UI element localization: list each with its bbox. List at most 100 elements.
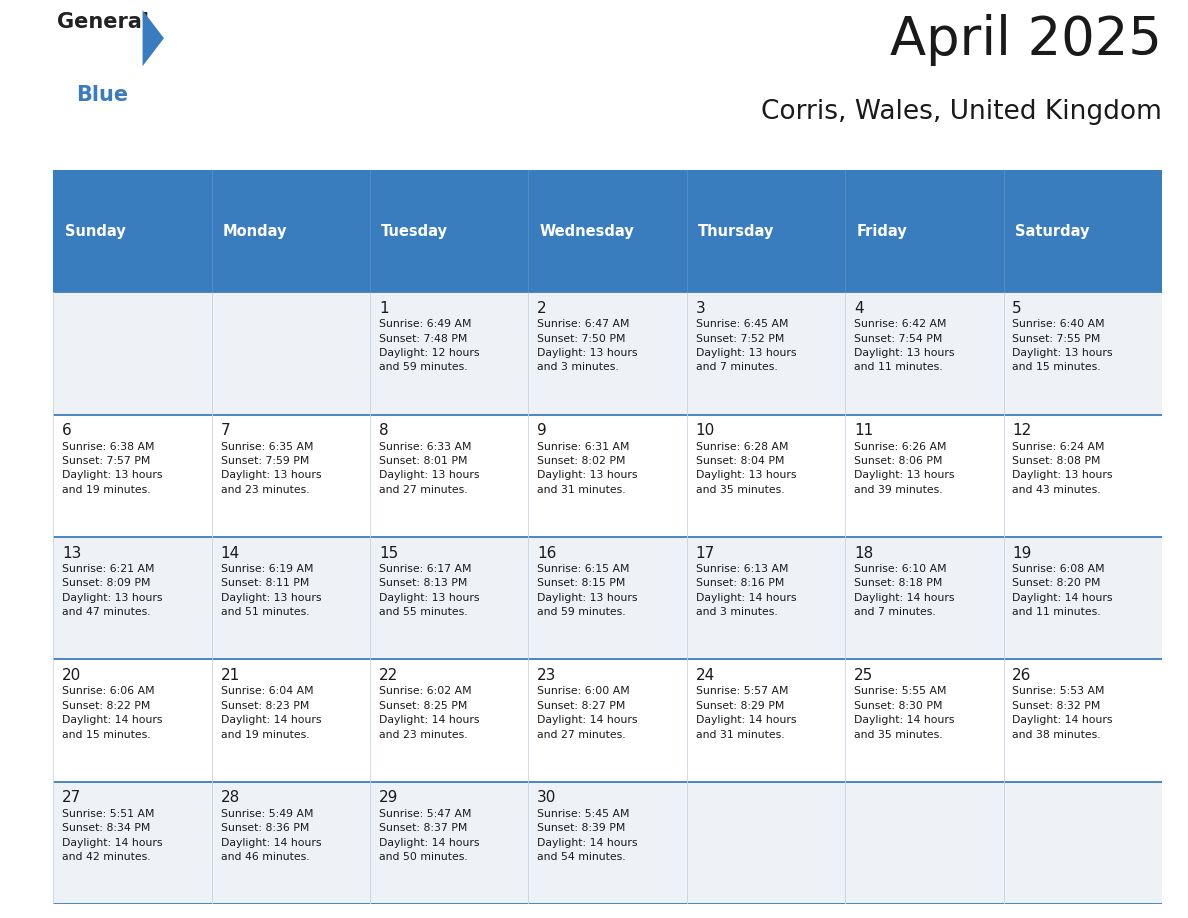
Text: 24: 24 — [695, 668, 715, 683]
Bar — [529, 537, 687, 659]
Bar — [371, 537, 529, 659]
Bar — [211, 782, 371, 904]
Bar — [529, 659, 687, 782]
Text: Corris, Wales, United Kingdom: Corris, Wales, United Kingdom — [762, 98, 1162, 125]
Bar — [53, 659, 211, 782]
Text: 8: 8 — [379, 423, 388, 438]
Bar — [371, 415, 529, 537]
Text: Wednesday: Wednesday — [539, 223, 634, 239]
Bar — [845, 415, 1004, 537]
Bar — [53, 415, 211, 537]
Text: Sunrise: 6:19 AM
Sunset: 8:11 PM
Daylight: 13 hours
and 51 minutes.: Sunrise: 6:19 AM Sunset: 8:11 PM Dayligh… — [221, 564, 321, 617]
Text: Sunrise: 6:10 AM
Sunset: 8:18 PM
Daylight: 14 hours
and 7 minutes.: Sunrise: 6:10 AM Sunset: 8:18 PM Dayligh… — [854, 564, 954, 617]
Text: 17: 17 — [695, 545, 715, 561]
Text: Sunrise: 6:00 AM
Sunset: 8:27 PM
Daylight: 14 hours
and 27 minutes.: Sunrise: 6:00 AM Sunset: 8:27 PM Dayligh… — [537, 687, 638, 740]
Text: Sunrise: 6:28 AM
Sunset: 8:04 PM
Daylight: 13 hours
and 35 minutes.: Sunrise: 6:28 AM Sunset: 8:04 PM Dayligh… — [695, 442, 796, 495]
Text: 29: 29 — [379, 790, 398, 805]
Text: Sunrise: 6:26 AM
Sunset: 8:06 PM
Daylight: 13 hours
and 39 minutes.: Sunrise: 6:26 AM Sunset: 8:06 PM Dayligh… — [854, 442, 954, 495]
Bar — [845, 170, 1004, 292]
Bar — [687, 537, 845, 659]
Text: 28: 28 — [221, 790, 240, 805]
Text: Sunrise: 5:55 AM
Sunset: 8:30 PM
Daylight: 14 hours
and 35 minutes.: Sunrise: 5:55 AM Sunset: 8:30 PM Dayligh… — [854, 687, 954, 740]
Text: Thursday: Thursday — [697, 223, 775, 239]
Bar — [687, 659, 845, 782]
Text: Sunrise: 6:38 AM
Sunset: 7:57 PM
Daylight: 13 hours
and 19 minutes.: Sunrise: 6:38 AM Sunset: 7:57 PM Dayligh… — [62, 442, 163, 495]
Bar — [211, 537, 371, 659]
Bar — [53, 170, 211, 292]
Bar — [53, 537, 211, 659]
Text: Sunrise: 6:45 AM
Sunset: 7:52 PM
Daylight: 13 hours
and 7 minutes.: Sunrise: 6:45 AM Sunset: 7:52 PM Dayligh… — [695, 319, 796, 373]
Text: Sunrise: 5:45 AM
Sunset: 8:39 PM
Daylight: 14 hours
and 54 minutes.: Sunrise: 5:45 AM Sunset: 8:39 PM Dayligh… — [537, 809, 638, 862]
Text: 2: 2 — [537, 301, 546, 316]
Bar — [687, 415, 845, 537]
Text: Sunrise: 5:57 AM
Sunset: 8:29 PM
Daylight: 14 hours
and 31 minutes.: Sunrise: 5:57 AM Sunset: 8:29 PM Dayligh… — [695, 687, 796, 740]
Bar — [211, 659, 371, 782]
Text: 18: 18 — [854, 545, 873, 561]
Text: April 2025: April 2025 — [890, 14, 1162, 65]
Bar — [1004, 170, 1162, 292]
Bar — [687, 292, 845, 415]
Polygon shape — [143, 10, 164, 66]
Bar — [529, 782, 687, 904]
Bar — [371, 659, 529, 782]
Text: Sunrise: 6:17 AM
Sunset: 8:13 PM
Daylight: 13 hours
and 55 minutes.: Sunrise: 6:17 AM Sunset: 8:13 PM Dayligh… — [379, 564, 479, 617]
Bar — [1004, 659, 1162, 782]
Bar — [53, 782, 211, 904]
Text: 1: 1 — [379, 301, 388, 316]
Text: 9: 9 — [537, 423, 546, 438]
Text: Sunrise: 6:13 AM
Sunset: 8:16 PM
Daylight: 14 hours
and 3 minutes.: Sunrise: 6:13 AM Sunset: 8:16 PM Dayligh… — [695, 564, 796, 617]
Text: Friday: Friday — [857, 223, 906, 239]
Text: Sunrise: 6:15 AM
Sunset: 8:15 PM
Daylight: 13 hours
and 59 minutes.: Sunrise: 6:15 AM Sunset: 8:15 PM Dayligh… — [537, 564, 638, 617]
Text: Sunrise: 5:51 AM
Sunset: 8:34 PM
Daylight: 14 hours
and 42 minutes.: Sunrise: 5:51 AM Sunset: 8:34 PM Dayligh… — [62, 809, 163, 862]
Bar — [211, 170, 371, 292]
Text: 10: 10 — [695, 423, 715, 438]
Text: Blue: Blue — [76, 84, 128, 105]
Text: Tuesday: Tuesday — [381, 223, 448, 239]
Text: Sunday: Sunday — [64, 223, 125, 239]
Bar — [371, 292, 529, 415]
Text: 13: 13 — [62, 545, 82, 561]
Text: 15: 15 — [379, 545, 398, 561]
Bar — [371, 782, 529, 904]
Text: Sunrise: 6:06 AM
Sunset: 8:22 PM
Daylight: 14 hours
and 15 minutes.: Sunrise: 6:06 AM Sunset: 8:22 PM Dayligh… — [62, 687, 163, 740]
Text: Sunrise: 6:47 AM
Sunset: 7:50 PM
Daylight: 13 hours
and 3 minutes.: Sunrise: 6:47 AM Sunset: 7:50 PM Dayligh… — [537, 319, 638, 373]
Text: 16: 16 — [537, 545, 556, 561]
Text: Sunrise: 6:21 AM
Sunset: 8:09 PM
Daylight: 13 hours
and 47 minutes.: Sunrise: 6:21 AM Sunset: 8:09 PM Dayligh… — [62, 564, 163, 617]
Bar — [845, 782, 1004, 904]
Bar — [845, 659, 1004, 782]
Text: Sunrise: 5:53 AM
Sunset: 8:32 PM
Daylight: 14 hours
and 38 minutes.: Sunrise: 5:53 AM Sunset: 8:32 PM Dayligh… — [1012, 687, 1113, 740]
Text: Sunrise: 6:31 AM
Sunset: 8:02 PM
Daylight: 13 hours
and 31 minutes.: Sunrise: 6:31 AM Sunset: 8:02 PM Dayligh… — [537, 442, 638, 495]
Bar — [1004, 537, 1162, 659]
Text: 20: 20 — [62, 668, 82, 683]
Bar — [1004, 415, 1162, 537]
Text: 5: 5 — [1012, 301, 1022, 316]
Text: 7: 7 — [221, 423, 230, 438]
Text: Sunrise: 6:42 AM
Sunset: 7:54 PM
Daylight: 13 hours
and 11 minutes.: Sunrise: 6:42 AM Sunset: 7:54 PM Dayligh… — [854, 319, 954, 373]
Text: 26: 26 — [1012, 668, 1031, 683]
Text: 6: 6 — [62, 423, 72, 438]
Text: Monday: Monday — [223, 223, 287, 239]
Text: Sunrise: 6:24 AM
Sunset: 8:08 PM
Daylight: 13 hours
and 43 minutes.: Sunrise: 6:24 AM Sunset: 8:08 PM Dayligh… — [1012, 442, 1113, 495]
Text: 12: 12 — [1012, 423, 1031, 438]
Text: 14: 14 — [221, 545, 240, 561]
Bar — [1004, 292, 1162, 415]
Text: General: General — [57, 12, 148, 32]
Bar — [371, 170, 529, 292]
Bar — [529, 170, 687, 292]
Text: 27: 27 — [62, 790, 82, 805]
Bar — [529, 415, 687, 537]
Text: 21: 21 — [221, 668, 240, 683]
Text: 19: 19 — [1012, 545, 1031, 561]
Bar — [687, 782, 845, 904]
Text: Sunrise: 6:35 AM
Sunset: 7:59 PM
Daylight: 13 hours
and 23 minutes.: Sunrise: 6:35 AM Sunset: 7:59 PM Dayligh… — [221, 442, 321, 495]
Bar — [53, 292, 211, 415]
Text: Sunrise: 6:04 AM
Sunset: 8:23 PM
Daylight: 14 hours
and 19 minutes.: Sunrise: 6:04 AM Sunset: 8:23 PM Dayligh… — [221, 687, 321, 740]
Text: Sunrise: 6:33 AM
Sunset: 8:01 PM
Daylight: 13 hours
and 27 minutes.: Sunrise: 6:33 AM Sunset: 8:01 PM Dayligh… — [379, 442, 479, 495]
Text: Sunrise: 6:08 AM
Sunset: 8:20 PM
Daylight: 14 hours
and 11 minutes.: Sunrise: 6:08 AM Sunset: 8:20 PM Dayligh… — [1012, 564, 1113, 617]
Text: Sunrise: 5:49 AM
Sunset: 8:36 PM
Daylight: 14 hours
and 46 minutes.: Sunrise: 5:49 AM Sunset: 8:36 PM Dayligh… — [221, 809, 321, 862]
Text: Sunrise: 6:40 AM
Sunset: 7:55 PM
Daylight: 13 hours
and 15 minutes.: Sunrise: 6:40 AM Sunset: 7:55 PM Dayligh… — [1012, 319, 1113, 373]
Text: 23: 23 — [537, 668, 556, 683]
Text: Sunrise: 5:47 AM
Sunset: 8:37 PM
Daylight: 14 hours
and 50 minutes.: Sunrise: 5:47 AM Sunset: 8:37 PM Dayligh… — [379, 809, 479, 862]
Bar — [211, 415, 371, 537]
Text: 25: 25 — [854, 668, 873, 683]
